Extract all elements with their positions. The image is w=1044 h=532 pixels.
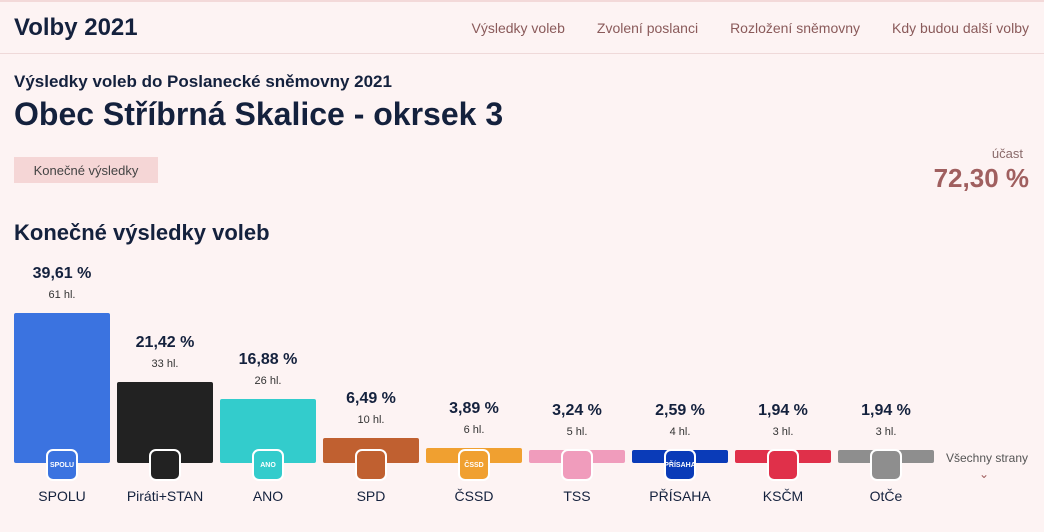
bar-group: 21,42 % 33 hl. Piráti+STAN (117, 250, 213, 532)
bar-percent-label: 3,89 % (449, 400, 499, 418)
bar-votes-label: 26 hl. (254, 375, 282, 388)
cssd-logo-icon: ČSSD (458, 449, 490, 481)
kscm-logo-icon (767, 449, 799, 481)
page-subtitle: Výsledky voleb do Poslanecké sněmovny 20… (14, 72, 392, 91)
page-title: Obec Stříbrná Skalice - okrsek 3 (14, 96, 504, 132)
bar-category-label: OtČe (869, 488, 903, 504)
spolu-logo-icon: SPOLU (46, 449, 78, 481)
prisaha-logo-icon: PŘÍSAHA (664, 449, 696, 481)
otce-logo-icon (870, 449, 902, 481)
bar-category-label: SPOLU (38, 488, 86, 504)
all-parties-link[interactable]: Všechny strany (945, 451, 1029, 465)
bar-percent-label: 39,61 % (32, 265, 92, 282)
bar-group: 1,94 % 3 hl. KSČM (735, 250, 831, 532)
bar-votes-label: 3 hl. (772, 426, 794, 438)
bar-votes-label: 6 hl. (463, 424, 485, 437)
bar[interactable] (14, 313, 110, 463)
bar-group: 16,88 % 26 hl. ANO ANO (220, 250, 316, 532)
ano-logo-icon: ANO (252, 449, 284, 481)
bar-percent-label: 1,94 % (861, 402, 911, 419)
bar-votes-label: 3 hl. (875, 426, 897, 438)
pirati-stan-logo-icon (149, 449, 181, 481)
bar-votes-label: 61 hl. (48, 289, 76, 301)
bar-percent-label: 6,49 % (346, 390, 396, 408)
bar-group: 1,94 % 3 hl. OtČe (838, 250, 934, 532)
bar-votes-label: 5 hl. (566, 426, 588, 438)
bar-category-label: SPD (356, 488, 386, 504)
status-badge: Konečné výsledky (14, 157, 158, 183)
bar-votes-label: 33 hl. (151, 357, 179, 370)
bar-category-label: PŘÍSAHA (649, 488, 711, 504)
turnout-label: účast (991, 146, 1023, 161)
results-bar-chart: 39,61 % 61 hl. SPOLU SPOLU 21,42 % 33 hl. Pirá… (0, 250, 1044, 532)
bar-category-label: Piráti+STAN (126, 488, 204, 504)
bar-category-label: TSS (563, 488, 591, 504)
bar-percent-label: 2,59 % (655, 402, 705, 419)
nav-link-dalsi-volby[interactable]: Kdy budou další volby (892, 20, 1029, 36)
bar-group: 3,24 % 5 hl. TSS (529, 250, 625, 532)
bar-percent-label: 1,94 % (758, 402, 808, 419)
nav-link-zvoleni[interactable]: Zvolení poslanci (596, 20, 699, 36)
bar-group: 3,89 % 6 hl. ČSSD ČSSD (426, 250, 522, 532)
top-bar: Volby 2021 Výsledky voleb Zvolení poslan… (0, 0, 1044, 54)
nav-link-vysledky[interactable]: Výsledky voleb (471, 20, 565, 36)
bar-votes-label: 10 hl. (357, 414, 385, 427)
turnout-value: 72,30 % (933, 163, 1029, 193)
bar-category-label: ANO (252, 488, 284, 504)
bar-group: 2,59 % 4 hl. PŘÍSAHA PŘÍSAHA (632, 250, 728, 532)
main-nav: Výsledky voleb Zvolení poslanci Rozložen… (472, 20, 1030, 36)
chevron-down-icon[interactable]: ⌄ (979, 467, 990, 481)
bar-percent-label: 21,42 % (135, 333, 195, 351)
nav-link-rozlozeni[interactable]: Rozložení sněmovny (730, 20, 861, 36)
bar-category-label: ČSSD (454, 488, 494, 504)
bar-percent-label: 3,24 % (552, 402, 602, 419)
spd-logo-icon (355, 449, 387, 481)
site-brand[interactable]: Volby 2021 (14, 14, 138, 41)
tss-logo-icon (561, 449, 593, 481)
bar-percent-label: 16,88 % (238, 351, 298, 369)
section-title: Konečné výsledky voleb (14, 220, 270, 245)
bar-votes-label: 4 hl. (669, 426, 691, 438)
bar-group: 39,61 % 61 hl. SPOLU SPOLU (14, 250, 110, 532)
bar-category-label: KSČM (762, 488, 804, 504)
bar-group: 6,49 % 10 hl. SPD (323, 250, 419, 532)
